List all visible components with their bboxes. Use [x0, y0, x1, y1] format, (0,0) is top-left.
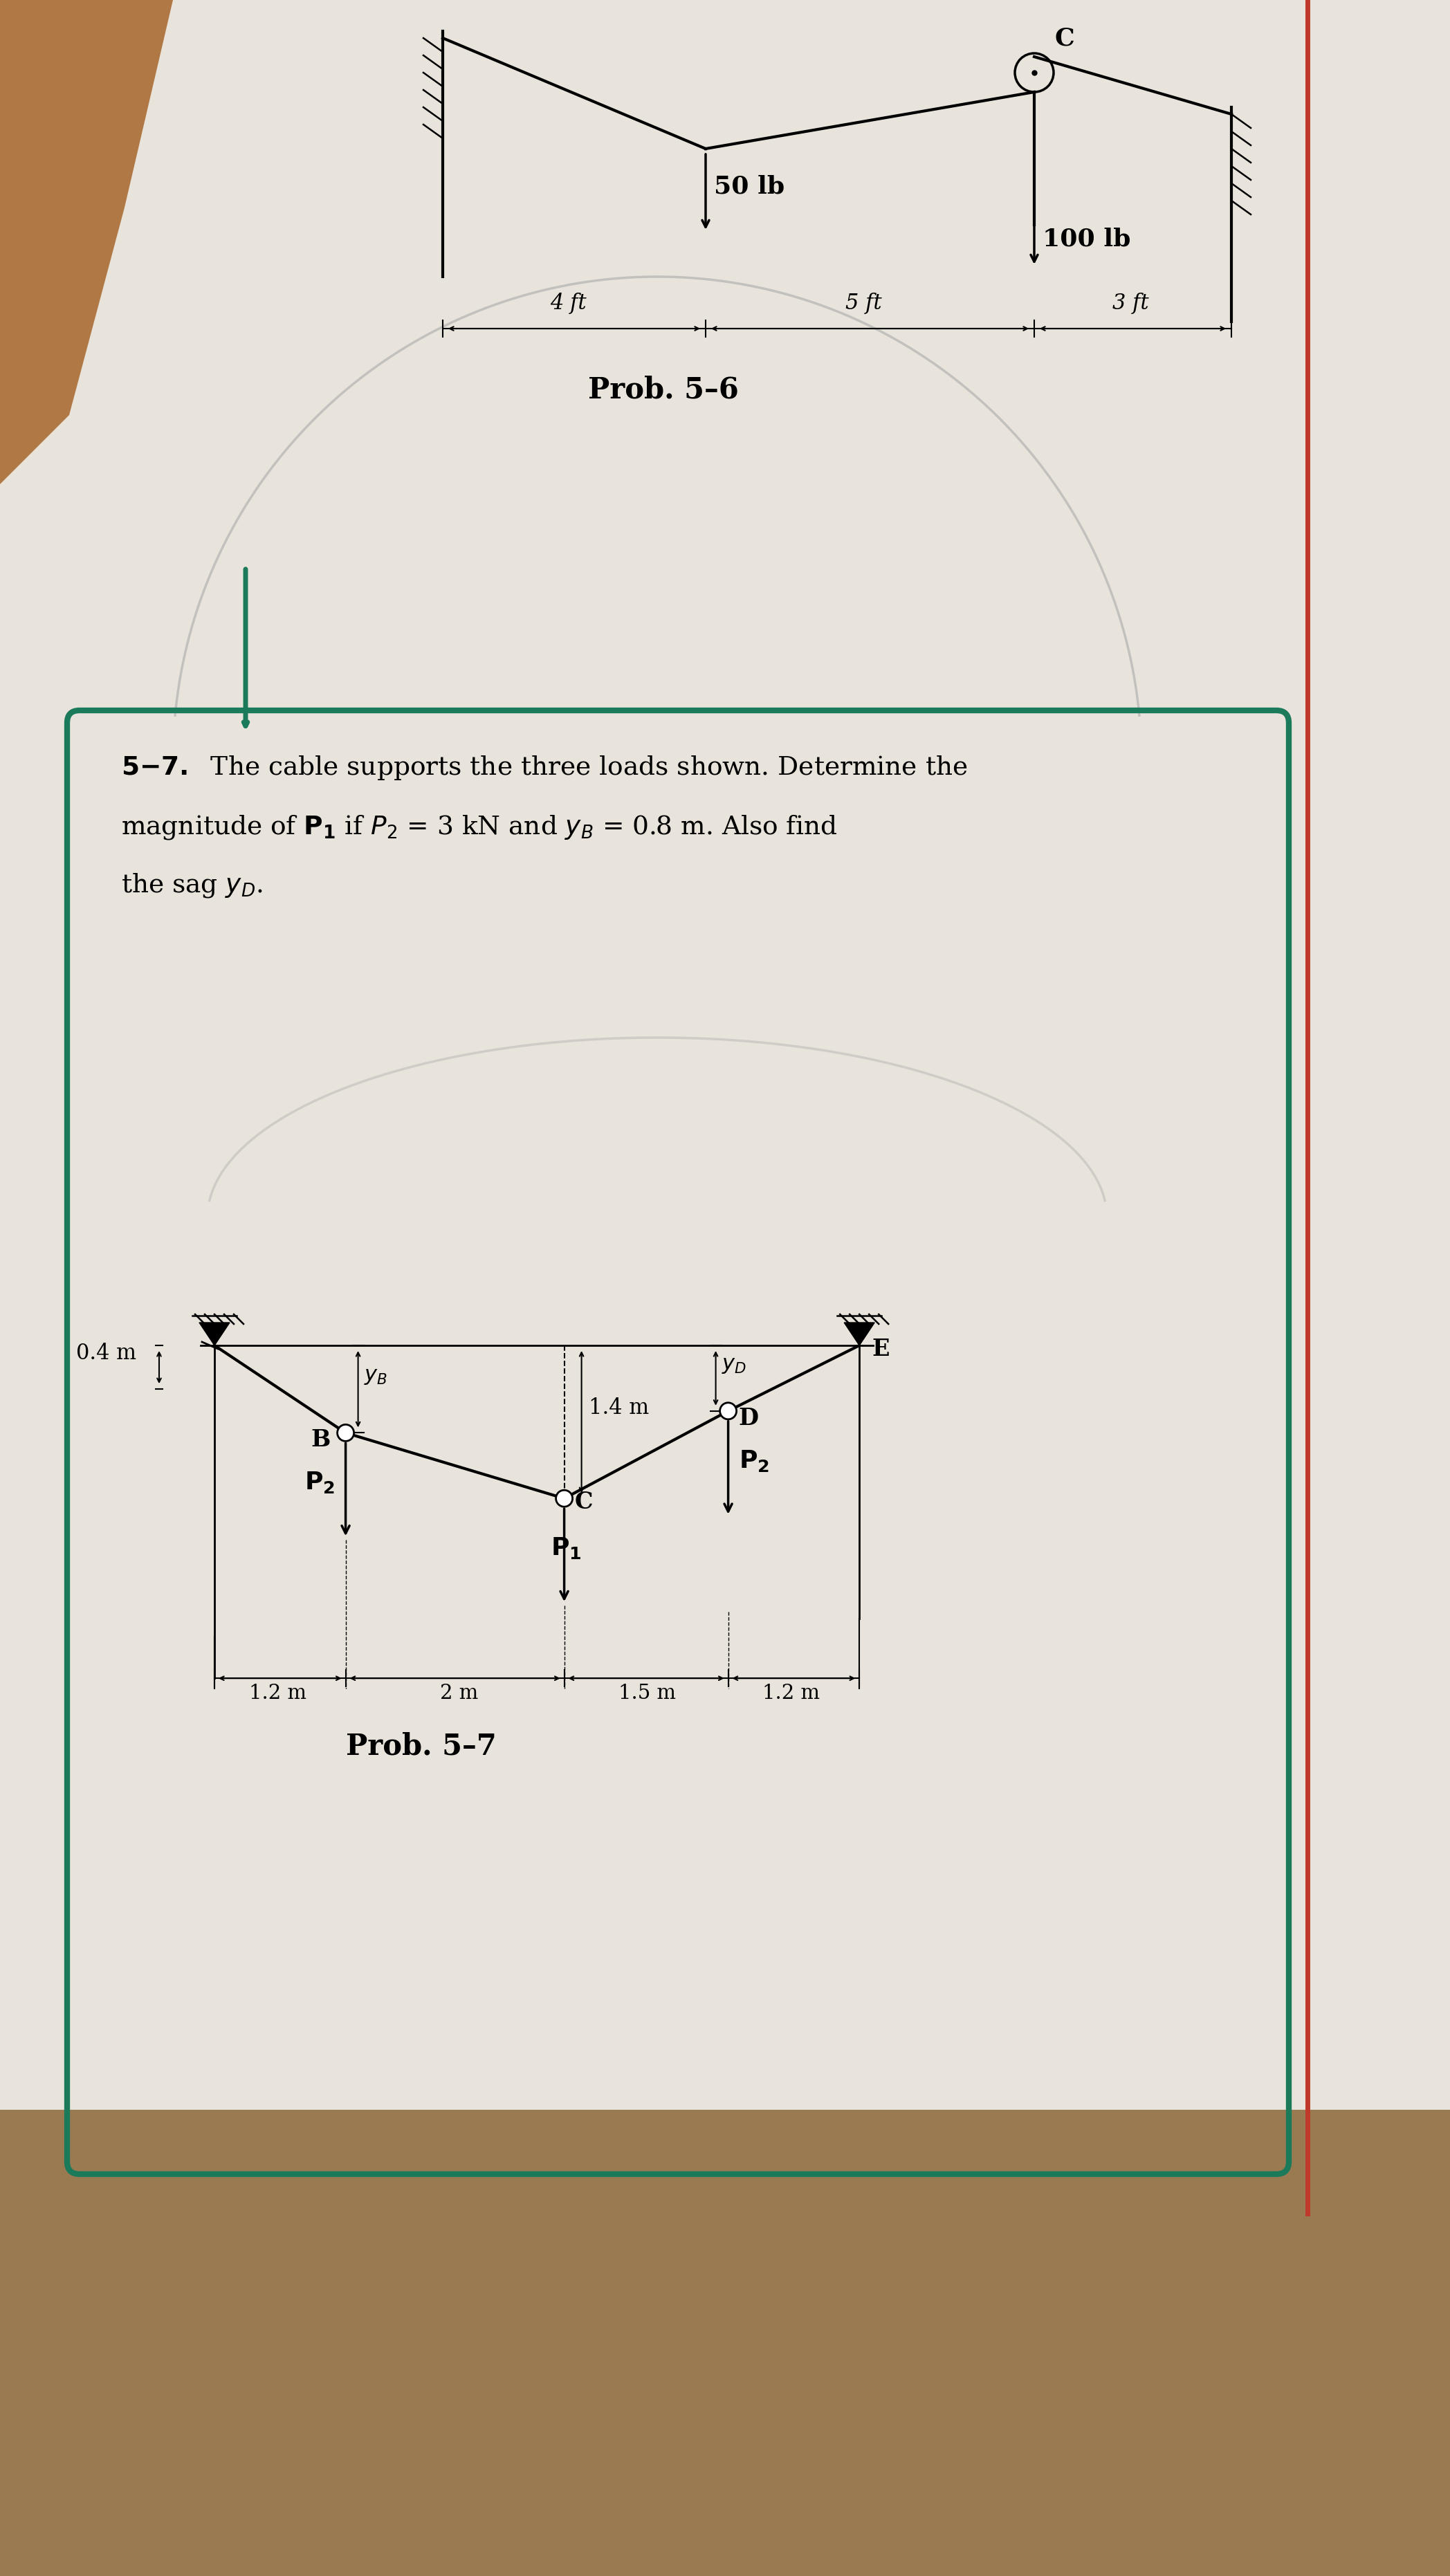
Polygon shape [0, 0, 173, 484]
Circle shape [338, 1425, 354, 1440]
Text: 3 ft: 3 ft [1112, 294, 1148, 314]
Text: 0.4 m: 0.4 m [75, 1342, 136, 1363]
Text: 2 m: 2 m [439, 1685, 479, 1703]
Text: $\mathbf{5{-}7.}$  The cable supports the three loads shown. Determine the: $\mathbf{5{-}7.}$ The cable supports the… [120, 755, 967, 781]
Text: Prob. 5–7: Prob. 5–7 [347, 1731, 496, 1759]
FancyBboxPatch shape [0, 0, 1450, 2143]
Text: E: E [871, 1337, 889, 1360]
Text: D: D [738, 1406, 758, 1430]
Text: the sag $y_D$.: the sag $y_D$. [120, 871, 262, 899]
Text: 50 lb: 50 lb [713, 175, 784, 198]
Text: $\mathbf{P_2}$: $\mathbf{P_2}$ [738, 1448, 769, 1473]
Text: magnitude of $\mathbf{P_1}$ if $P_2$ = 3 kN and $y_B$ = 0.8 m. Also find: magnitude of $\mathbf{P_1}$ if $P_2$ = 3… [120, 814, 838, 840]
Text: 1.2 m: 1.2 m [249, 1685, 306, 1703]
Text: 5 ft: 5 ft [845, 294, 882, 314]
Text: C: C [1056, 26, 1074, 49]
Text: 4 ft: 4 ft [550, 294, 586, 314]
Text: 100 lb: 100 lb [1043, 227, 1131, 250]
Text: Prob. 5–6: Prob. 5–6 [589, 376, 738, 404]
Circle shape [719, 1404, 737, 1419]
Text: $y_D$: $y_D$ [721, 1355, 747, 1376]
FancyBboxPatch shape [0, 2110, 1450, 2576]
Text: 1.2 m: 1.2 m [763, 1685, 821, 1703]
Text: 1.5 m: 1.5 m [619, 1685, 676, 1703]
Polygon shape [844, 1321, 874, 1345]
Text: B: B [312, 1430, 331, 1450]
Text: 1.4 m: 1.4 m [589, 1396, 648, 1419]
Circle shape [555, 1489, 573, 1507]
Text: $y_B$: $y_B$ [364, 1365, 387, 1386]
Text: $\mathbf{P_1}$: $\mathbf{P_1}$ [551, 1535, 581, 1561]
Text: C: C [574, 1492, 593, 1515]
Polygon shape [199, 1321, 229, 1345]
Text: $\mathbf{P_2}$: $\mathbf{P_2}$ [304, 1471, 335, 1494]
